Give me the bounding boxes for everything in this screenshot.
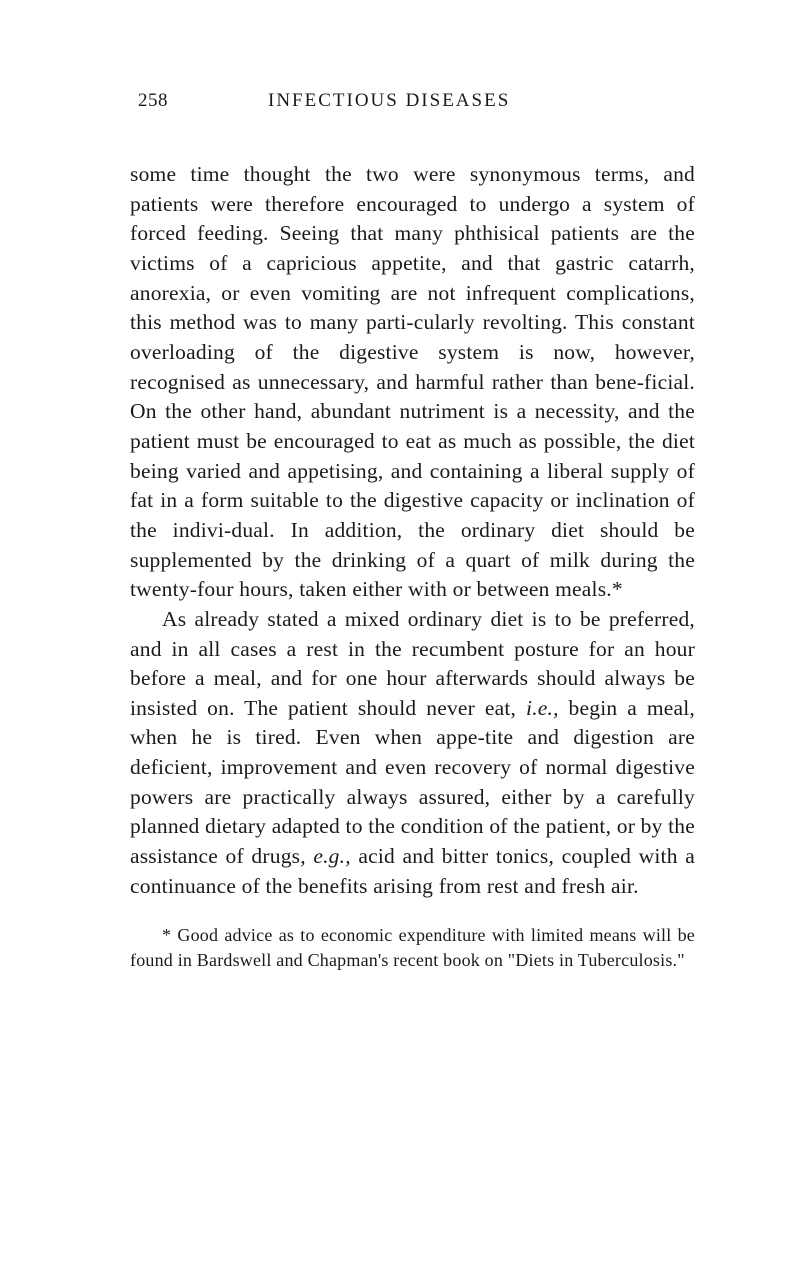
paragraph-2: As already stated a mixed ordinary diet … (130, 605, 695, 902)
p2-text-2: begin a meal, when he is tired. Even whe… (130, 696, 695, 868)
running-title: INFECTIOUS DISEASES (268, 90, 510, 112)
footnote: * Good advice as to economic expenditure… (130, 923, 695, 972)
body-text: some time thought the two were synonymou… (130, 160, 695, 901)
page-number: 258 (138, 90, 168, 112)
page-header: 258 INFECTIOUS DISEASES (130, 90, 695, 112)
p2-italic-1: i.e., (526, 696, 559, 720)
paragraph-1: some time thought the two were synonymou… (130, 160, 695, 605)
p2-italic-2: e.g., (313, 844, 350, 868)
